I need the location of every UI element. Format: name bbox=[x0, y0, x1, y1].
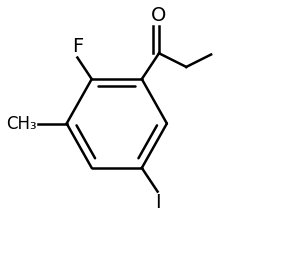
Text: I: I bbox=[155, 193, 161, 212]
Text: O: O bbox=[151, 6, 167, 25]
Text: CH₃: CH₃ bbox=[6, 115, 37, 133]
Text: F: F bbox=[72, 37, 83, 56]
